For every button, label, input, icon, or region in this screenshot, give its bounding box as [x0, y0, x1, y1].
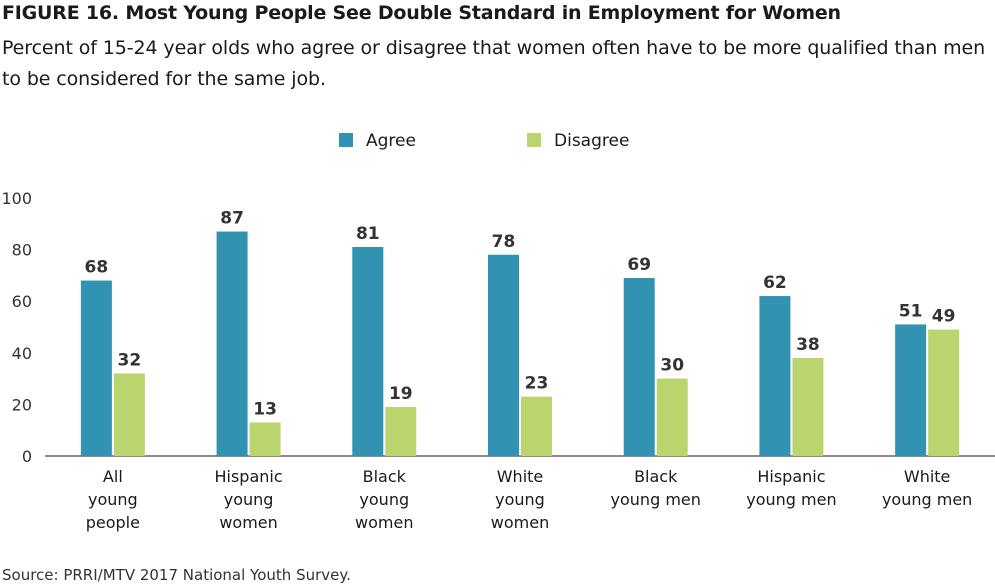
bar-disagree: [113, 373, 145, 456]
category-label: White: [497, 467, 544, 486]
data-label: 19: [389, 384, 413, 404]
legend-label-agree: Agree: [366, 131, 416, 151]
category-label: people: [86, 513, 140, 532]
y-tick-label: 20: [12, 395, 32, 414]
data-label: 23: [525, 374, 549, 394]
data-label: 49: [932, 307, 956, 327]
bar-disagree: [385, 406, 417, 456]
data-label: 30: [660, 356, 684, 376]
legend-swatch-agree: [339, 133, 353, 147]
bar-agree: [352, 247, 384, 456]
bar-agree: [759, 296, 791, 456]
category-label: Black: [363, 467, 407, 486]
data-label: 78: [492, 232, 516, 252]
category-label: Black: [634, 467, 678, 486]
data-label: 68: [85, 258, 109, 278]
source-note: Source: PRRI/MTV 2017 National Youth Sur…: [2, 566, 351, 584]
data-label: 51: [899, 301, 923, 321]
category-label: young: [224, 490, 274, 509]
y-tick-label: 80: [12, 241, 32, 260]
category-label: Hispanic: [214, 467, 282, 486]
data-label: 62: [763, 273, 787, 293]
data-label: 81: [356, 224, 380, 244]
chart-title: FIGURE 16. Most Young People See Double …: [2, 2, 841, 24]
y-tick-label: 60: [12, 292, 32, 311]
bar-disagree: [656, 378, 688, 456]
bar-disagree: [928, 329, 960, 456]
bar-disagree: [521, 396, 552, 456]
bar-agree: [80, 280, 112, 456]
bar-disagree: [792, 357, 824, 456]
category-label: women: [219, 513, 277, 532]
data-label: 32: [118, 350, 142, 370]
category-label: young men: [746, 490, 836, 509]
data-label: 87: [220, 209, 244, 229]
category-label: women: [355, 513, 413, 532]
bar-disagree: [249, 422, 281, 456]
legend-swatch-disagree: [527, 133, 541, 147]
category-label: young: [495, 490, 545, 509]
category-label: Hispanic: [757, 467, 825, 486]
bar-agree: [895, 324, 927, 456]
y-tick-label: 0: [22, 447, 32, 466]
data-label: 69: [627, 255, 651, 275]
category-label: White: [904, 467, 951, 486]
category-label: young: [88, 490, 138, 509]
data-label: 13: [253, 399, 277, 419]
category-label: young men: [611, 490, 701, 509]
legend-label-disagree: Disagree: [554, 131, 629, 151]
bar-agree: [216, 231, 248, 456]
bar-agree: [623, 277, 655, 456]
chart-subtitle: Percent of 15-24 year olds who agree or …: [2, 37, 986, 90]
category-label: All: [103, 467, 123, 486]
y-tick-label: 40: [12, 344, 32, 363]
category-label: women: [491, 513, 549, 532]
category-label: young men: [882, 490, 972, 509]
bar-chart: 0 20 40 60 80 100 68 32 All young people 87 13 Hispan…: [1, 131, 995, 532]
category-label: young: [359, 490, 409, 509]
bar-agree: [488, 254, 519, 456]
y-tick-label: 100: [1, 189, 32, 208]
data-label: 38: [796, 335, 820, 355]
